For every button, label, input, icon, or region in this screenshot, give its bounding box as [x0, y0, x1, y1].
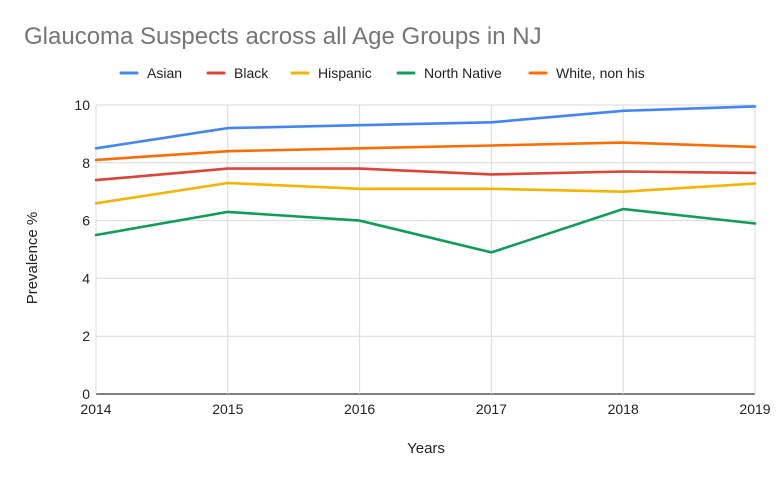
legend-item: White, non his	[528, 65, 645, 81]
legend-label: Asian	[147, 65, 182, 81]
y-tick-label: 6	[82, 213, 90, 229]
legend-item: North Native	[396, 65, 502, 81]
x-tick-label: 2016	[344, 401, 375, 417]
chart-title: Glaucoma Suspects across all Age Groups …	[24, 23, 542, 50]
series-line-black	[94, 167, 757, 182]
y-tick-label: 8	[82, 155, 90, 171]
x-tick-label: 2014	[80, 401, 111, 417]
x-axis-label: Years	[407, 440, 445, 457]
y-tick-label: 0	[82, 386, 90, 402]
series-lines	[94, 105, 757, 254]
y-tick-label: 2	[82, 328, 90, 344]
y-tick-label: 10	[74, 97, 90, 113]
legend-label: Black	[234, 65, 269, 81]
series-line-north-native	[94, 207, 757, 254]
series-line-hispanic	[94, 181, 757, 205]
series-line-asian	[94, 105, 757, 150]
legend-item: Asian	[119, 65, 182, 81]
x-tick-label: 2015	[212, 401, 243, 417]
legend-label: Hispanic	[318, 65, 372, 81]
x-tick-label: 2018	[608, 401, 639, 417]
y-axis-ticks: 0 2 4 6 8 10	[74, 97, 90, 402]
legend-label: White, non his	[556, 65, 645, 81]
legend-item: Black	[206, 65, 269, 81]
legend: Asian Black Hispanic North Native White, non…	[119, 65, 645, 81]
gridlines	[95, 104, 756, 395]
legend-label: North Native	[424, 65, 502, 81]
series-line-white-non-his	[94, 141, 757, 162]
x-tick-label: 2019	[739, 401, 770, 417]
x-axis-ticks: 2014 2015 2016 2017 2018 2019	[80, 401, 770, 417]
y-axis-label: Prevalence %	[24, 212, 41, 305]
x-tick-label: 2017	[476, 401, 507, 417]
legend-item: Hispanic	[290, 65, 372, 81]
y-tick-label: 4	[82, 270, 90, 286]
